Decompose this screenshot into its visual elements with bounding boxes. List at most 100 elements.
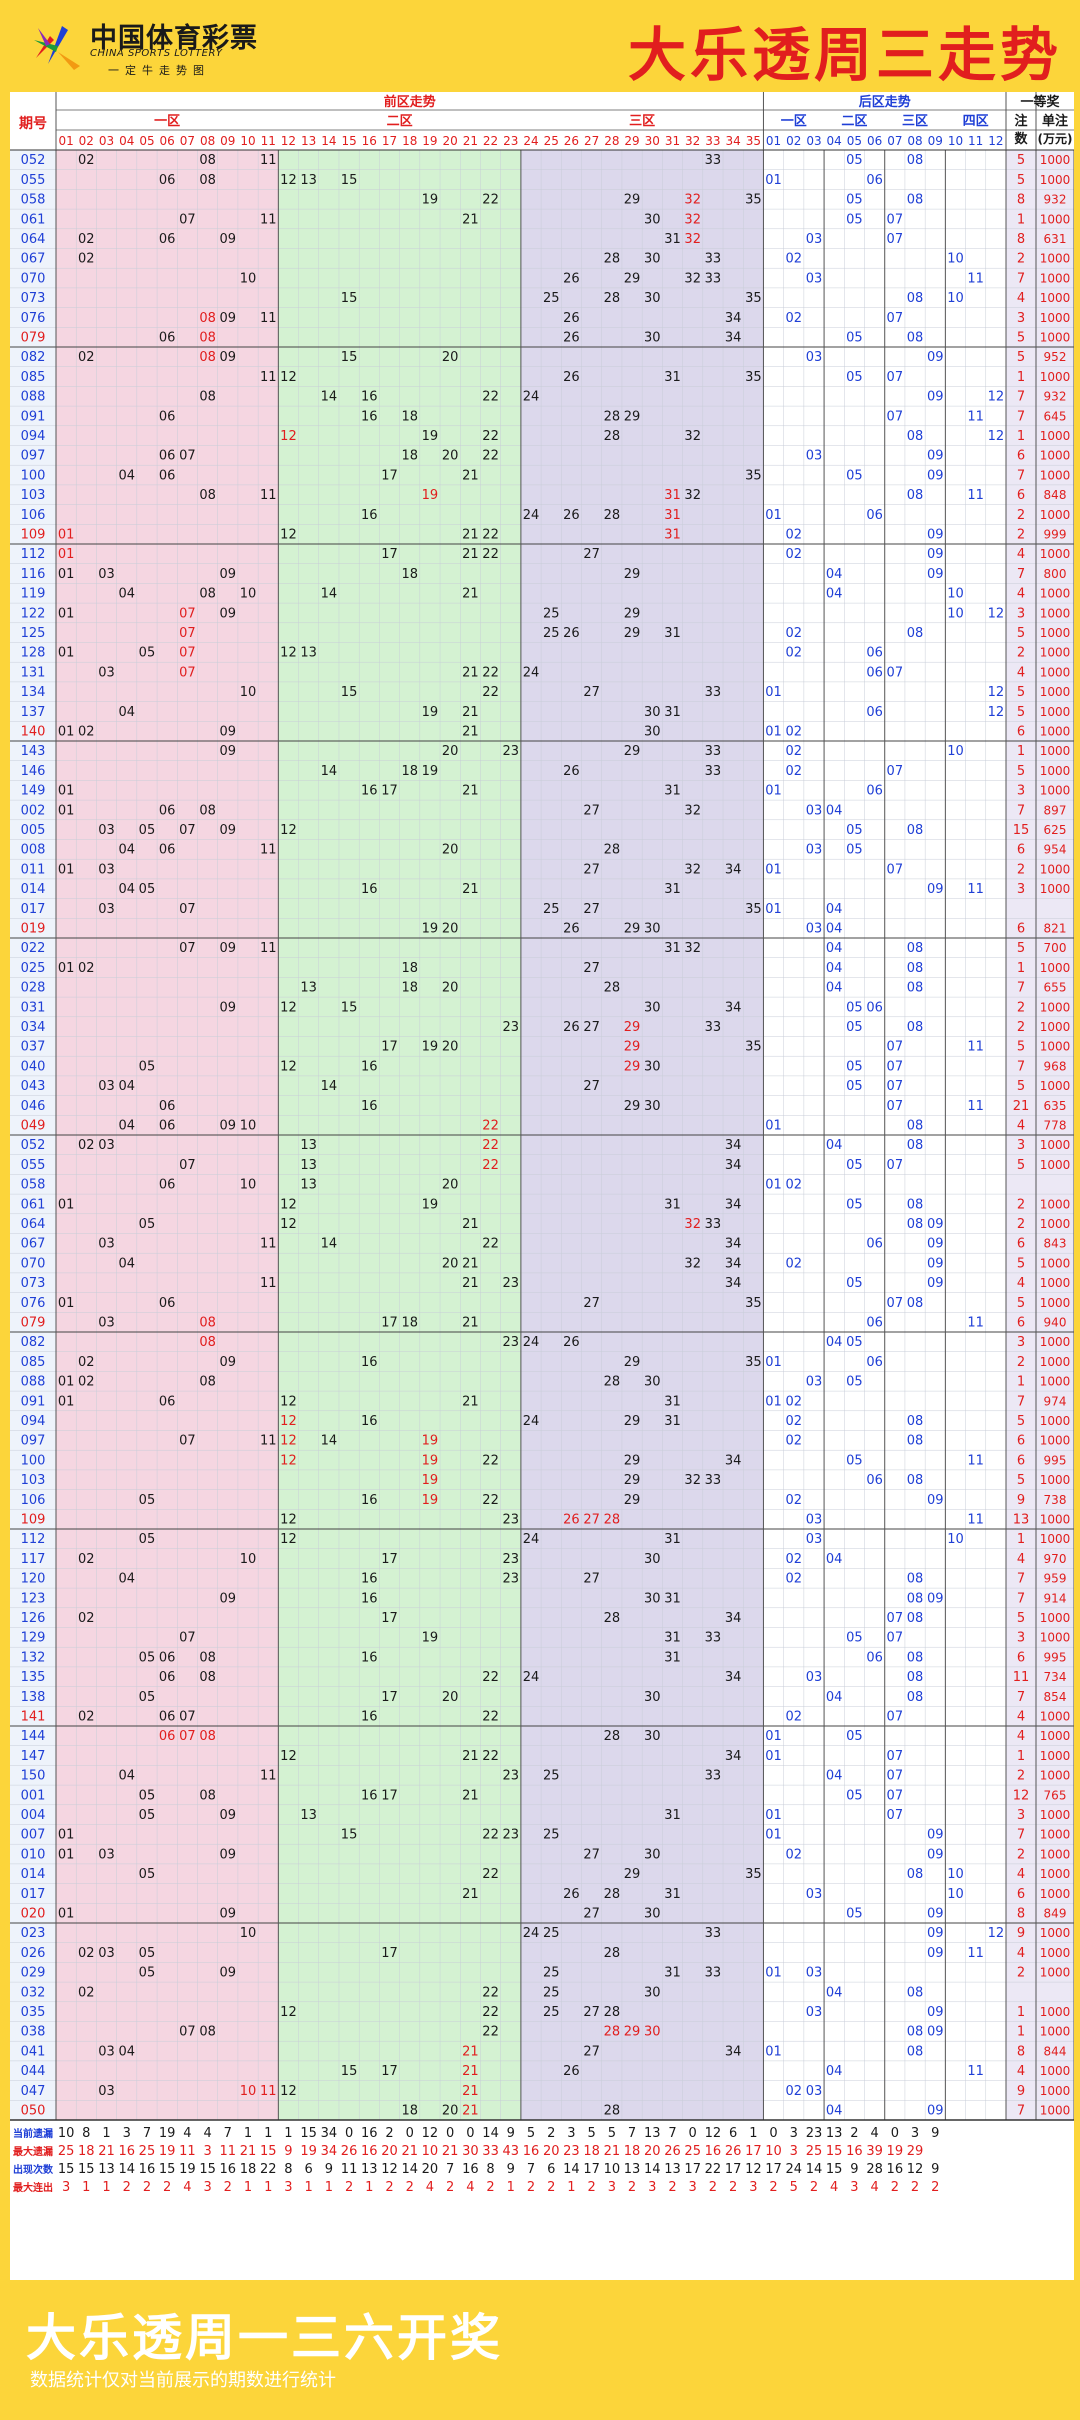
stats-value: 19 <box>300 2144 317 2159</box>
front-number: 20 <box>442 350 459 365</box>
front-number-header: 09 <box>220 134 235 148</box>
stats-value: 2 <box>587 2180 595 2195</box>
winner-count: 7 <box>1017 390 1025 405</box>
front-number: 06 <box>159 173 176 188</box>
front-number-header: 16 <box>362 134 377 148</box>
front-number: 28 <box>604 981 621 996</box>
front-number: 30 <box>644 1906 661 1921</box>
stats-value: 28 <box>866 2162 883 2177</box>
front-number: 18 <box>401 1315 418 1330</box>
prize-amount: 1000 <box>1040 173 1071 187</box>
stats-value: 13 <box>644 2126 661 2141</box>
front-number: 33 <box>705 764 722 779</box>
lottery-logo-icon <box>34 26 80 70</box>
prize-amount: 1000 <box>1040 646 1071 660</box>
stats-value: 2 <box>891 2180 899 2195</box>
back-number: 05 <box>846 1059 863 1074</box>
front-number: 12 <box>280 1512 297 1527</box>
front-number: 26 <box>563 311 580 326</box>
winner-count: 2 <box>1017 1020 1025 1035</box>
winner-count: 8 <box>1017 1906 1025 1921</box>
stats-value: 4 <box>870 2126 878 2141</box>
issue-number: 135 <box>21 1670 46 1685</box>
stats-value: 5 <box>608 2126 616 2141</box>
front-number: 28 <box>604 1729 621 1744</box>
back-number: 07 <box>887 1749 904 1764</box>
stats-value: 12 <box>705 2126 722 2141</box>
stats-value: 14 <box>118 2162 135 2177</box>
front-number: 08 <box>199 1670 216 1685</box>
prize-amount: 1000 <box>1040 2005 1071 2019</box>
front-number-header: 19 <box>422 134 437 148</box>
back-number: 08 <box>907 2025 924 2040</box>
front-number: 06 <box>159 803 176 818</box>
winner-count: 8 <box>1017 232 1025 247</box>
front-number: 27 <box>583 1296 600 1311</box>
prize-amount: 1000 <box>1040 291 1071 305</box>
winner-count: 7 <box>1017 1059 1025 1074</box>
stats-value: 29 <box>907 2144 924 2159</box>
front-number: 35 <box>745 1296 762 1311</box>
back-number: 03 <box>806 1887 823 1902</box>
winner-count: 5 <box>1017 1256 1025 1271</box>
back-number: 06 <box>866 1000 883 1015</box>
stats-value: 4 <box>830 2180 838 2195</box>
back-number: 01 <box>765 784 782 799</box>
front-number: 22 <box>482 685 499 700</box>
stats-value: 7 <box>143 2126 151 2141</box>
stats-value: 15 <box>260 2144 277 2159</box>
front-number: 01 <box>58 1906 75 1921</box>
back-number: 11 <box>967 409 984 424</box>
back-number: 02 <box>785 2084 802 2099</box>
front-number: 06 <box>159 1394 176 1409</box>
front-number: 26 <box>563 2064 580 2079</box>
front-number-header: 29 <box>624 134 639 148</box>
front-number: 18 <box>401 764 418 779</box>
stats-label: 当前遗漏 <box>13 2127 53 2140</box>
back-number: 02 <box>785 527 802 542</box>
stats-value: 2 <box>385 2180 393 2195</box>
front-number: 08 <box>199 803 216 818</box>
front-number: 35 <box>745 1355 762 1370</box>
front-number: 03 <box>98 1138 115 1153</box>
front-number: 15 <box>341 2064 358 2079</box>
back-number: 05 <box>846 1335 863 1350</box>
issue-number: 091 <box>21 1394 46 1409</box>
front-number: 30 <box>644 1729 661 1744</box>
back-number-header: 02 <box>786 134 801 148</box>
prize-amount: 1000 <box>1040 1828 1071 1842</box>
issue-number: 022 <box>21 941 46 956</box>
front-number: 22 <box>482 527 499 542</box>
back-number-header: 01 <box>766 134 781 148</box>
stats-value: 4 <box>183 2180 191 2195</box>
stats-value: 34 <box>321 2126 338 2141</box>
prize-amount: 1000 <box>1040 1079 1071 1093</box>
stats-value: 10 <box>604 2162 621 2177</box>
prize-amount: 1000 <box>1040 311 1071 325</box>
front-number: 13 <box>300 981 317 996</box>
front-number: 05 <box>139 823 156 838</box>
front-number: 22 <box>482 1138 499 1153</box>
issue-number: 085 <box>21 1355 46 1370</box>
front-number: 23 <box>503 1769 520 1784</box>
winner-count: 5 <box>1017 1158 1025 1173</box>
stats-value: 20 <box>644 2144 661 2159</box>
front-number: 20 <box>442 1256 459 1271</box>
winner-count: 1 <box>1017 2005 1025 2020</box>
back-number: 08 <box>907 1670 924 1685</box>
front-number: 16 <box>361 882 378 897</box>
stats-value: 3 <box>648 2180 656 2195</box>
front-zone3-label: 三区 <box>629 114 655 129</box>
stats-value: 7 <box>628 2126 636 2141</box>
front-number: 16 <box>361 1788 378 1803</box>
issue-number: 141 <box>21 1709 46 1724</box>
stats-value: 1 <box>244 2180 252 2195</box>
stats-value: 2 <box>729 2180 737 2195</box>
back-number: 11 <box>967 1040 984 1055</box>
stats-value: 11 <box>179 2144 196 2159</box>
back-number: 03 <box>806 350 823 365</box>
front-number: 22 <box>482 1237 499 1252</box>
back-number: 07 <box>887 370 904 385</box>
back-number: 05 <box>846 212 863 227</box>
back-number: 05 <box>846 1197 863 1212</box>
